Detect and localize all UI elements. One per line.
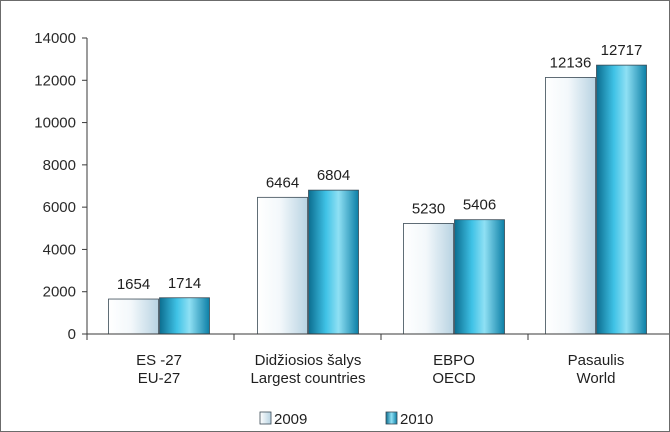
data-label: 12717 bbox=[601, 42, 643, 59]
legend-swatch-2010 bbox=[385, 411, 398, 425]
data-label: 12136 bbox=[550, 54, 592, 71]
bar-2009 bbox=[108, 298, 159, 335]
data-labels: 1654 6464 5230 12136 1714 6804 5406 12717 bbox=[117, 42, 643, 293]
bar-2010 bbox=[454, 219, 505, 335]
data-label: 1714 bbox=[168, 275, 201, 292]
y-tick-label: 8000 bbox=[43, 157, 76, 174]
category-label: EBPO bbox=[433, 352, 475, 369]
bar-2009 bbox=[403, 223, 454, 335]
bar-2010 bbox=[596, 64, 647, 335]
legend-swatch-2009 bbox=[259, 411, 272, 425]
legend-label: 2009 bbox=[274, 411, 307, 428]
category-label: Pasaulis bbox=[568, 352, 625, 369]
bar-2009 bbox=[257, 196, 308, 335]
category-label: ES -27 bbox=[136, 352, 182, 369]
y-axis: 0 2000 4000 6000 8000 10000 12000 14000 bbox=[34, 30, 88, 343]
y-tick-label: 14000 bbox=[34, 30, 76, 47]
category-label: OECD bbox=[432, 370, 476, 387]
data-label: 6464 bbox=[266, 174, 299, 191]
y-tick-label: 2000 bbox=[43, 284, 76, 301]
data-label: 5406 bbox=[463, 197, 496, 214]
bar-2009 bbox=[545, 77, 596, 335]
y-tick-label: 10000 bbox=[34, 115, 76, 132]
data-label: 5230 bbox=[412, 200, 445, 217]
y-tick-label: 0 bbox=[68, 326, 76, 343]
category-label: Largest countries bbox=[250, 370, 365, 387]
y-tick-label: 4000 bbox=[43, 241, 76, 258]
data-label: 6804 bbox=[317, 167, 350, 184]
bar-2010 bbox=[308, 189, 359, 335]
category-label: World bbox=[577, 370, 616, 387]
bar-2010 bbox=[159, 297, 210, 335]
data-label: 1654 bbox=[117, 276, 150, 293]
legend: 2009 2010 bbox=[259, 411, 433, 428]
bars bbox=[108, 64, 647, 335]
y-tick-label: 12000 bbox=[34, 72, 76, 89]
y-tick-label: 6000 bbox=[43, 199, 76, 216]
legend-label: 2010 bbox=[400, 411, 433, 428]
category-label: Didžiosios šalys bbox=[255, 352, 362, 369]
category-label: EU-27 bbox=[138, 370, 181, 387]
